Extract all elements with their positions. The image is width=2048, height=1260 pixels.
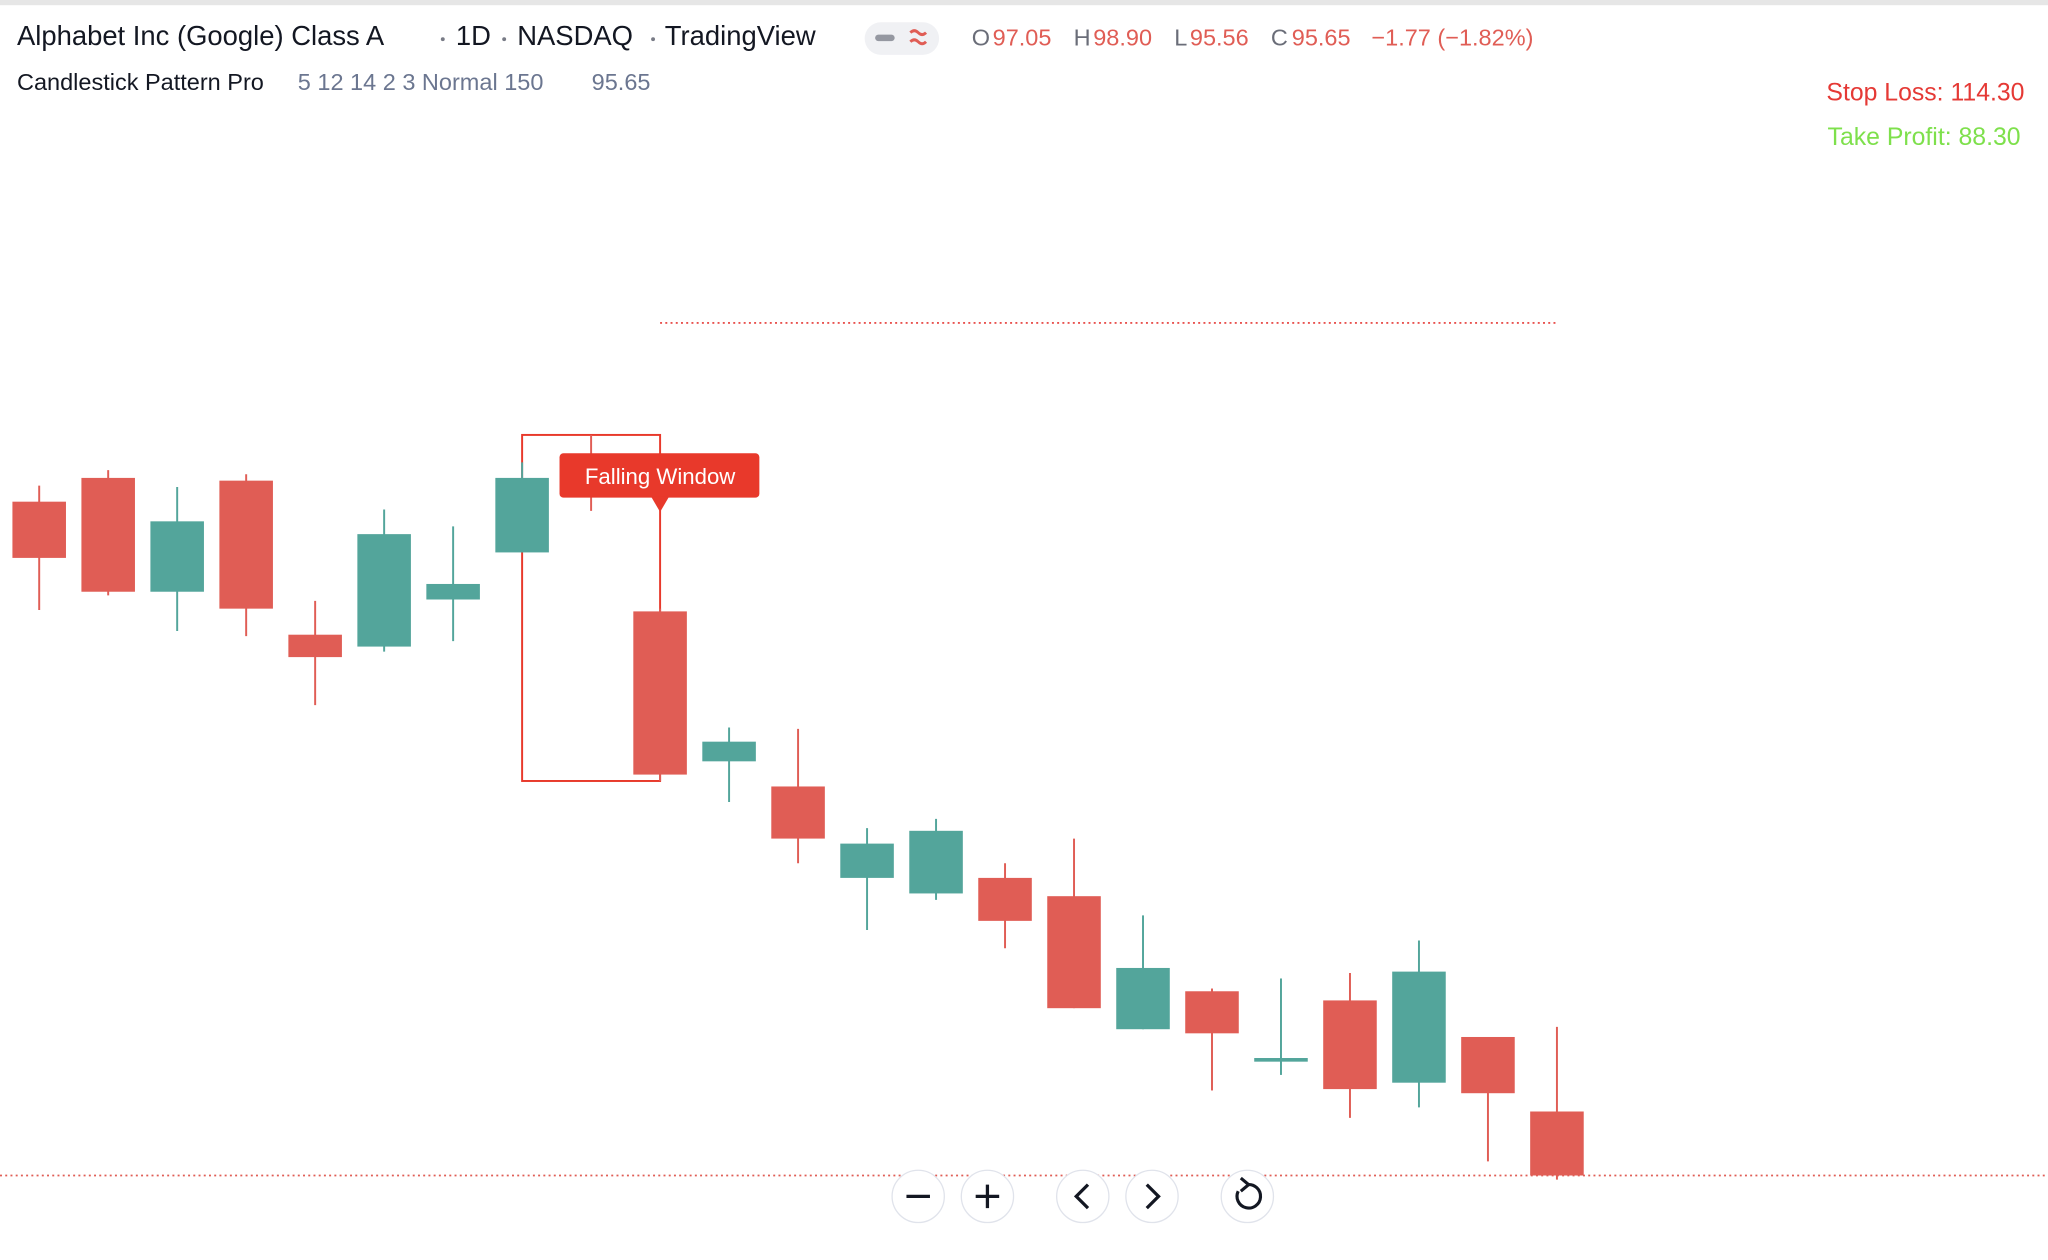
ohlc-label: H [1074, 24, 1091, 50]
candle-body [81, 477, 135, 592]
candle-body [840, 843, 894, 878]
candle-body [1254, 1058, 1308, 1062]
candle-body [1392, 971, 1446, 1083]
separator [502, 37, 507, 42]
candle-body [633, 611, 687, 775]
candle-body [150, 521, 204, 592]
interval[interactable]: 1D [456, 20, 491, 51]
candle-body [495, 477, 549, 553]
candle-body [1116, 967, 1170, 1030]
header-toggles[interactable] [864, 22, 940, 55]
button-bg[interactable] [1220, 1169, 1275, 1224]
ohlc-label: O [972, 24, 990, 50]
symbol: Alphabet Inc (Google) Class A [17, 20, 385, 51]
plus-icon[interactable] [975, 1184, 1000, 1209]
ohlc-value: 95.65 [1292, 24, 1351, 50]
candle-body [1047, 896, 1101, 1009]
candle-body [1530, 1111, 1584, 1176]
ohlc-value: 97.05 [993, 24, 1052, 50]
wave-icon[interactable] [909, 29, 928, 46]
zoom-controls[interactable] [891, 1169, 1275, 1224]
change: −1.77 (−1.82%) [1371, 24, 1533, 50]
zoom-in-button[interactable] [960, 1169, 1015, 1224]
pattern-label-bg [559, 453, 760, 498]
candle-body [357, 534, 411, 647]
ohlc-value: 98.90 [1093, 24, 1152, 50]
button-bg[interactable] [1055, 1169, 1110, 1224]
left-icon[interactable] [1073, 1183, 1090, 1210]
candle-body [426, 583, 480, 600]
zoom-out-button[interactable] [891, 1169, 945, 1224]
candle-body [1323, 1000, 1377, 1090]
reset-arrow[interactable] [1239, 1176, 1252, 1193]
ohlc-label: L [1174, 24, 1187, 50]
pattern-label-pointer [650, 496, 670, 512]
stop-loss-label: Stop Loss: 114.30 [1826, 80, 2024, 107]
reset-button[interactable] [1220, 1169, 1275, 1224]
candle-body [1461, 1036, 1515, 1094]
pattern-label: Falling Window [585, 464, 736, 489]
candle-body [702, 741, 756, 762]
candle-body [909, 830, 963, 894]
candle-body [288, 634, 342, 658]
candle-body [978, 877, 1032, 921]
plot: Falling Window Stop Loss: 114.30 Take Prof… [0, 80, 2048, 1180]
collapse-icon[interactable] [875, 34, 895, 42]
scroll-left-button[interactable] [1055, 1169, 1110, 1224]
separator [651, 37, 656, 42]
toggle-pill[interactable] [864, 22, 940, 55]
separator [440, 37, 445, 42]
scroll-right-button[interactable] [1125, 1169, 1179, 1224]
top-bar [0, 0, 2048, 6]
exchange: NASDAQ [517, 20, 633, 51]
indicator-params: 5 12 14 2 3 Normal 150 [298, 69, 544, 95]
candle-body [1185, 991, 1239, 1034]
indicator-name[interactable]: Candlestick Pattern Pro [17, 69, 264, 95]
button-bg[interactable] [1125, 1169, 1179, 1224]
ohlc-label: C [1271, 24, 1288, 50]
right-icon[interactable] [1145, 1183, 1161, 1210]
candle-body [771, 786, 825, 839]
candle-body [219, 480, 273, 609]
take-profit-label: Take Profit: 88.30 [1828, 124, 2021, 151]
indicator-value: 95.65 [592, 69, 651, 95]
source: TradingView [665, 20, 816, 51]
reset-icon[interactable] [1235, 1183, 1263, 1210]
candle-body [12, 501, 66, 558]
ohlc-value: 95.56 [1190, 24, 1249, 50]
